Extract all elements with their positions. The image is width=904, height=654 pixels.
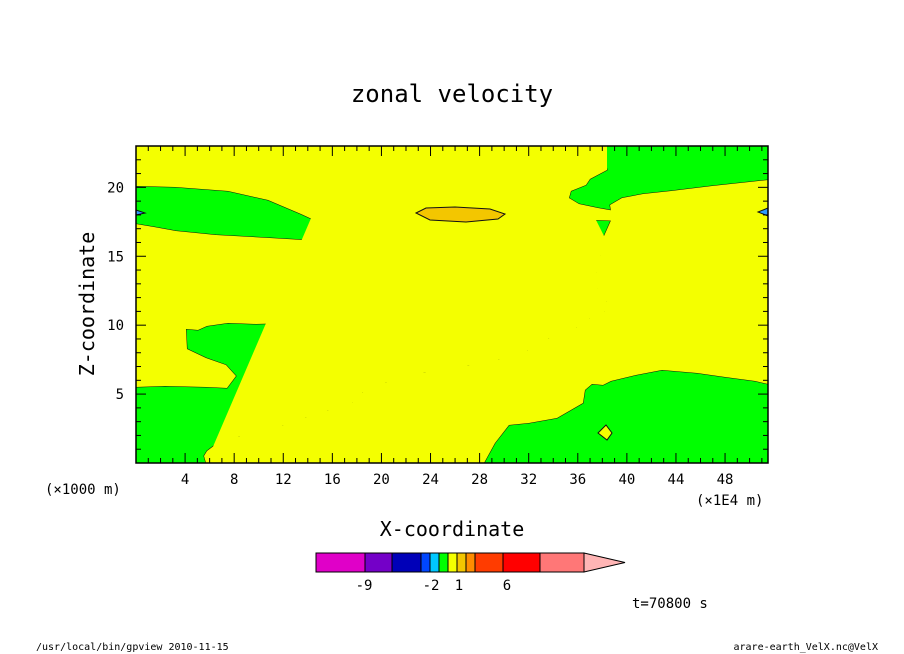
x-tick-label: 48 xyxy=(717,472,734,488)
colorbar xyxy=(315,552,626,573)
y-axis-ticks xyxy=(136,145,768,464)
timestamp-label: t=70800 s xyxy=(632,596,708,612)
colorbar-label: -2 xyxy=(423,578,440,594)
x-tick-label: 36 xyxy=(569,472,586,488)
footer-right: arare-earth_VelX.nc@VelX xyxy=(734,642,879,653)
colorbar-bin xyxy=(429,552,440,573)
x-tick-label: 8 xyxy=(230,472,238,488)
colorbar-bin xyxy=(539,552,585,573)
x-axis-label: X-coordinate xyxy=(380,517,525,541)
x-unit-note: (×1E4 m) xyxy=(696,493,763,509)
small-yellow-island xyxy=(597,424,613,441)
colorbar-arrow xyxy=(583,552,626,573)
colorbar-bin xyxy=(315,552,366,573)
x-tick-label: 28 xyxy=(471,472,488,488)
y-tick-label: 10 xyxy=(107,318,124,334)
orange-contour-region xyxy=(414,206,507,223)
y-tick-label: 5 xyxy=(116,387,124,403)
x-axis-tick-labels: 4 8 12 16 20 24 28 32 36 40 44 48 xyxy=(181,472,734,488)
plot-area xyxy=(135,145,769,464)
x-scale-note: (×1000 m) xyxy=(45,482,121,498)
x-tick-label: 24 xyxy=(422,472,439,488)
y-tick-label: 15 xyxy=(107,249,124,265)
colorbar-bin xyxy=(456,552,467,573)
colorbar-label: -9 xyxy=(356,578,373,594)
yellow-contour-upper-band xyxy=(204,146,768,463)
x-axis-ticks xyxy=(135,146,763,463)
y-axis-tick-labels: 5 10 15 20 xyxy=(107,180,124,403)
colorbar-labels: -9 -2 1 6 xyxy=(356,578,512,594)
colorbar-bin xyxy=(438,552,449,573)
x-tick-label: 44 xyxy=(668,472,685,488)
y-tick-label: 20 xyxy=(107,180,124,196)
colorbar-bin xyxy=(465,552,476,573)
x-tick-label: 4 xyxy=(181,472,189,488)
colorbar-label: 1 xyxy=(455,578,463,594)
colorbar-bin xyxy=(502,552,541,573)
colorbar-bin xyxy=(447,552,458,573)
colorbar-bin xyxy=(474,552,504,573)
x-tick-label: 20 xyxy=(373,472,390,488)
plot-frame xyxy=(135,145,769,464)
x-tick-label: 32 xyxy=(520,472,537,488)
footer-left: /usr/local/bin/gpview 2010-11-15 xyxy=(36,642,229,653)
x-tick-label: 40 xyxy=(618,472,635,488)
colorbar-label: 6 xyxy=(503,578,511,594)
colorbar-bin xyxy=(364,552,393,573)
colorbar-bin xyxy=(420,552,431,573)
x-tick-label: 12 xyxy=(275,472,292,488)
y-axis-label: Z-coordinate xyxy=(75,232,99,377)
chart-title: zonal velocity xyxy=(351,80,553,108)
x-tick-label: 16 xyxy=(324,472,341,488)
colorbar-bin xyxy=(391,552,422,573)
